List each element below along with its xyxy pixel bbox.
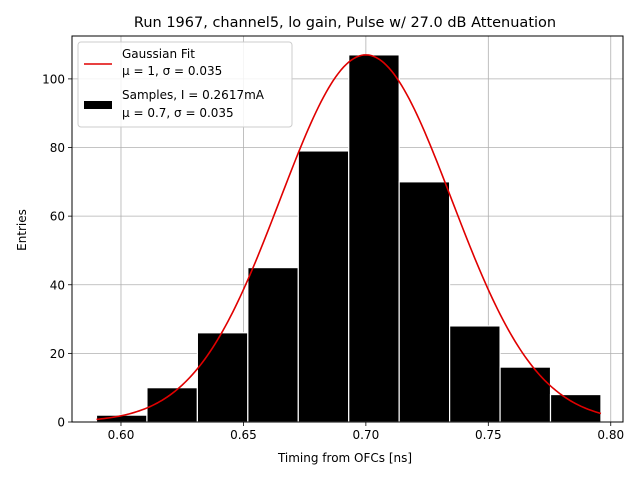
legend: Gaussian Fit μ = 1, σ = 0.035 Samples, I… <box>77 41 293 128</box>
x-tick-label: 0.65 <box>230 428 257 442</box>
x-tick-label: 0.70 <box>353 428 380 442</box>
histogram-bar <box>196 332 249 423</box>
histogram-bar <box>348 54 400 423</box>
histogram-bar <box>499 366 552 423</box>
x-axis-ticks: 0.60 0.65 0.70 0.75 0.80 <box>108 422 624 442</box>
histogram-bars <box>95 54 602 423</box>
legend-fit-name: Gaussian Fit <box>122 47 195 61</box>
histogram-bar <box>297 150 350 423</box>
y-tick-label: 100 <box>42 72 65 86</box>
legend-samples-name: Samples, I = 0.2617mA <box>122 88 265 102</box>
x-tick-label: 0.75 <box>475 428 502 442</box>
histogram-bar <box>549 393 602 423</box>
plot-frame <box>71 35 624 423</box>
y-axis-label: Entries <box>15 209 29 251</box>
legend-fit-params: μ = 1, σ = 0.035 <box>122 64 222 78</box>
legend-samples-swatch <box>84 101 112 109</box>
histogram-bar <box>449 325 501 423</box>
gaussian-fit-layer <box>96 54 602 421</box>
histogram-bar <box>247 267 299 423</box>
legend-samples-params: μ = 0.7, σ = 0.035 <box>122 106 234 120</box>
x-axis-label: Timing from OFCs [ns] <box>277 451 412 465</box>
y-tick-label: 60 <box>50 210 65 224</box>
y-tick-label: 0 <box>57 416 65 430</box>
x-tick-label: 0.80 <box>597 428 624 442</box>
gaussian-fit-curve <box>96 54 602 421</box>
y-tick-label: 40 <box>50 278 65 292</box>
y-tick-label: 20 <box>50 347 65 361</box>
histogram-bar <box>398 181 451 423</box>
x-tick-label: 0.60 <box>108 428 135 442</box>
y-axis-ticks: 0 20 40 60 80 100 <box>42 72 72 430</box>
chart-title: Run 1967, channel5, lo gain, Pulse w/ 27… <box>134 15 556 31</box>
y-tick-label: 80 <box>50 141 65 155</box>
legend-box <box>77 41 293 128</box>
